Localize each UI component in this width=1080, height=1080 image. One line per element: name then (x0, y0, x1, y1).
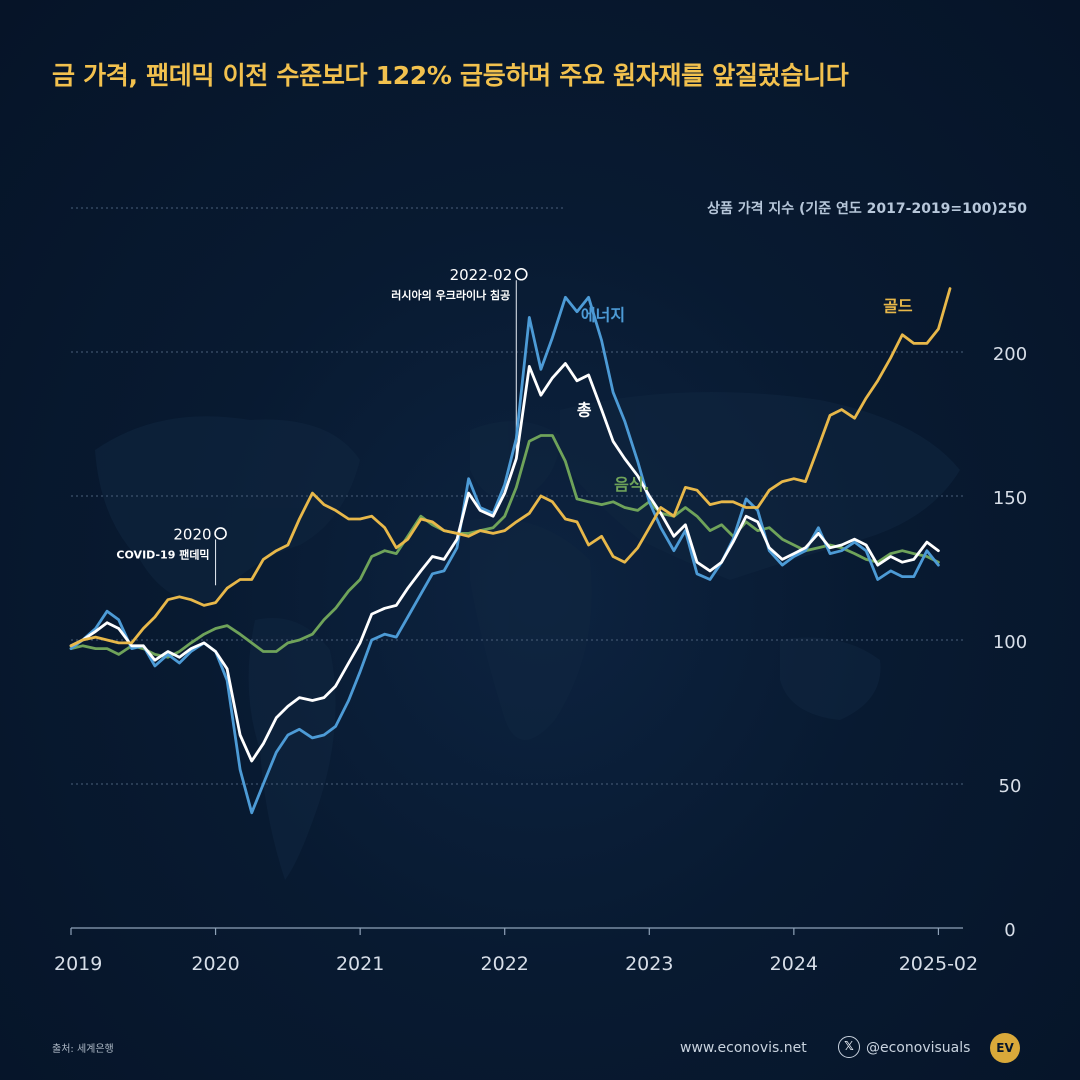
annotation-text: COVID-19 팬데믹 (116, 547, 209, 561)
website-link[interactable]: www.econovis.net (680, 1040, 807, 1056)
world-map-background (95, 392, 960, 880)
series-line-gold (69, 287, 952, 648)
series-label-total: 총 (577, 400, 592, 419)
x-tick-label: 2024 (770, 953, 818, 975)
y-tick-label: 150 (993, 488, 1027, 509)
x-tick-label: 2022 (481, 953, 529, 975)
social-handle[interactable]: @econovisuals (866, 1040, 971, 1056)
x-tick-label: 2019 (54, 953, 102, 975)
y-tick-label: 50 (999, 776, 1022, 797)
annotation-date: 2022-02 (450, 266, 513, 284)
annotations: 2020 COVID-19 팬데믹 2022-02 러시아의 우크라이나 침공 (116, 266, 528, 586)
series-label-energy: 에너지 (581, 305, 625, 324)
y-tick-label: 0 (1004, 920, 1015, 941)
series-line-food (69, 434, 940, 659)
annotation-marker (214, 527, 227, 540)
chart-title: 금 가격, 팬데믹 이전 수준보다 122% 급등하며 주요 원자재를 앞질렀습… (52, 61, 849, 90)
axes: 0 50 100 150 200 상품 가격 지수 (기준 연도 2017-2019=10… (54, 200, 1027, 975)
x-tick-label: 2023 (625, 953, 673, 975)
x-logo-icon[interactable]: 𝕏 (838, 1036, 860, 1058)
annotation-text: 러시아의 우크라이나 침공 (391, 288, 510, 302)
series-line-total (69, 362, 940, 763)
y-tick-label: 200 (993, 344, 1027, 365)
annotation-marker (514, 267, 528, 281)
x-tick-label: 2020 (191, 953, 239, 975)
x-tick-label: 2021 (336, 953, 384, 975)
grid-lines (71, 207, 963, 785)
y-tick-label: 100 (993, 632, 1027, 653)
series-label-gold: 골드 (883, 297, 913, 316)
x-tick-label: 2025-02 (899, 953, 978, 975)
econovis-logo: EV (990, 1033, 1020, 1063)
series-label-food: 음식. (614, 475, 650, 494)
source-note: 출처: 세계은행 (52, 1044, 114, 1055)
series-lines (69, 287, 952, 815)
annotation-date: 2020 (173, 525, 211, 543)
y-axis-label: 상품 가격 지수 (기준 연도 2017-2019=100)250 (707, 200, 1027, 217)
